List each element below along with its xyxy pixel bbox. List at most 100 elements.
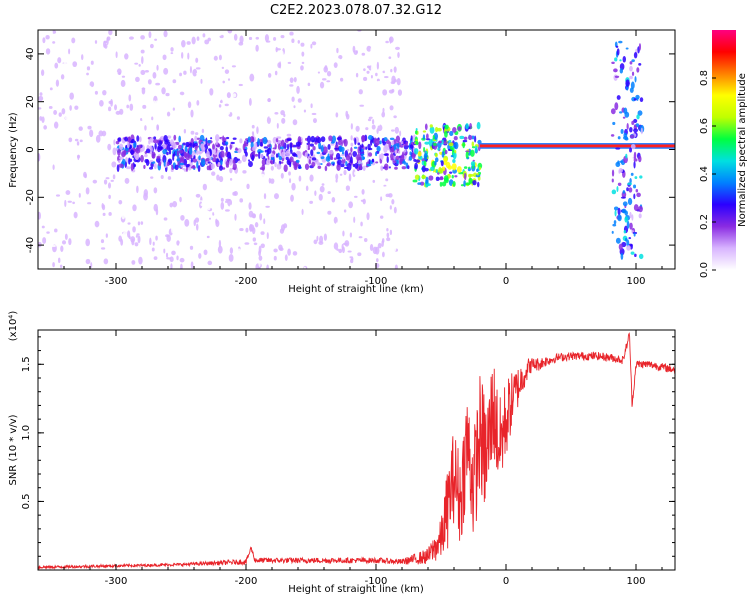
spectrogram-cell [236, 116, 240, 120]
spectrogram-cell [335, 173, 339, 180]
spectrogram-cell [411, 153, 416, 160]
spectrogram-cell [244, 242, 250, 245]
spectrogram-cell [298, 164, 302, 170]
snr-y-tick-label: 0.5 [21, 493, 32, 509]
spectrogram-cell [616, 95, 621, 100]
spectrogram-cell [614, 75, 620, 78]
spectrogram-cell [629, 134, 635, 139]
spectrogram-cell [389, 36, 392, 44]
spectrogram-cell [196, 137, 200, 140]
spectrogram-cell [116, 178, 120, 181]
spectrogram-cell [111, 161, 117, 168]
spectrogram-cell [449, 146, 453, 151]
spectrogram-cell [131, 218, 136, 226]
spectrogram-cell [224, 69, 230, 74]
spectrogram-cell [318, 240, 324, 245]
spectrogram-cell [362, 205, 367, 209]
spectrogram-cell [414, 148, 419, 155]
spectrogram-cell [374, 138, 380, 146]
spectrogram-cell [263, 146, 269, 149]
spectrogram-cell [638, 253, 644, 260]
spectrogram-cell [348, 77, 351, 86]
spectrogram-cell [257, 266, 261, 269]
spectrogram-cell [202, 33, 206, 38]
spectrogram-cell [611, 178, 614, 183]
spectrogram-cell [627, 197, 633, 206]
spectrogram-cell [417, 182, 422, 185]
spectrogram-cell [79, 221, 83, 227]
spectrogram-y-tick-label: 40 [25, 48, 36, 61]
spectrogram-cell [361, 52, 366, 56]
spectrogram-cell [52, 50, 57, 58]
spectrogram-cell [366, 45, 372, 52]
spectrogram-cell [375, 151, 378, 157]
spectrogram-cell [132, 226, 136, 233]
spectrogram-cell [356, 264, 361, 268]
spectrogram-cell [68, 137, 73, 143]
spectrogram-region-central-band [115, 134, 417, 173]
spectrogram-cell [251, 82, 255, 85]
spectrogram-cell [636, 67, 640, 73]
spectrogram-cell [324, 165, 328, 172]
spectrogram-cell [359, 184, 363, 189]
spectrogram-cell [151, 247, 155, 252]
spectrogram-cell [64, 121, 69, 127]
spectrogram-cell [369, 202, 372, 206]
spectrogram-cell [163, 30, 168, 38]
spectrogram-cell [288, 234, 291, 241]
spectrogram-cell [621, 191, 627, 198]
spectrogram-cell [207, 37, 211, 42]
spectrogram-cell [478, 166, 482, 171]
spectrogram-cell [168, 149, 172, 155]
spectrogram-cell [227, 78, 231, 81]
spectrogram-cell [635, 94, 640, 100]
spectrogram-cell [141, 87, 146, 90]
spectrogram-cell [309, 143, 314, 147]
spectrogram-cell [90, 262, 93, 269]
spectrogram-cell [290, 149, 293, 154]
spectrogram-cell [629, 222, 633, 230]
spectrogram-cell [435, 169, 438, 174]
spectrogram-cell [159, 38, 164, 45]
spectrogram-cell [215, 138, 218, 146]
spectrogram-cell [218, 239, 222, 248]
spectrogram-y-tick-label: -20 [25, 189, 36, 205]
spectrogram-cell [399, 221, 403, 228]
spectrogram-cell [350, 135, 353, 141]
spectrogram-cell [432, 142, 437, 146]
spectrogram-cell [194, 145, 198, 151]
spectrogram-cell [629, 75, 633, 80]
spectrogram-cell [99, 82, 103, 91]
spectrogram-cell [311, 41, 317, 46]
spectrogram-cell [145, 159, 150, 166]
spectrogram-cell [162, 143, 167, 149]
spectrogram-cell [86, 72, 89, 76]
spectrogram-cell [297, 40, 300, 44]
spectrogram-cell [263, 193, 267, 200]
spectrogram-cell [249, 73, 255, 82]
spectrogram-cell [187, 101, 192, 109]
spectrogram-cell [322, 133, 325, 137]
spectrogram-cell [110, 91, 114, 99]
spectrogram-cell [117, 137, 122, 142]
spectrogram-cell [451, 174, 454, 179]
spectrogram-cell [147, 79, 152, 85]
spectrogram-cell [210, 137, 213, 140]
spectrogram-cell [55, 79, 60, 87]
spectrogram-cell [468, 135, 473, 141]
spectrogram-cell [423, 160, 427, 167]
spectrogram-cell [193, 209, 197, 213]
spectrogram-cell [283, 113, 286, 118]
spectrogram-cell [226, 92, 231, 99]
spectrogram-cell [320, 156, 325, 160]
spectrogram-cell [205, 157, 210, 162]
spectrogram-cell [209, 149, 213, 157]
spectrogram-cell [374, 199, 378, 202]
spectrogram-cell [453, 136, 458, 141]
spectrogram-cell [474, 135, 477, 143]
spectrogram-cell [169, 256, 174, 263]
spectrogram-cell [448, 139, 452, 143]
spectrogram-cell [99, 170, 103, 176]
spectrogram-cell [309, 235, 313, 238]
spectrogram-cell [214, 105, 219, 110]
